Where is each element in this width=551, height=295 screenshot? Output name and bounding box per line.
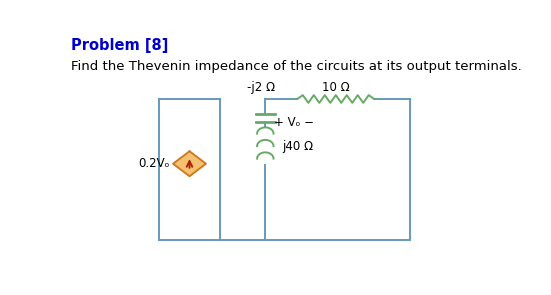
Text: + Vₒ −: + Vₒ −	[274, 116, 314, 129]
Text: 10 Ω: 10 Ω	[322, 81, 350, 94]
Text: Problem [8]: Problem [8]	[71, 38, 169, 53]
Text: Find the Thevenin impedance of the circuits at its output terminals.: Find the Thevenin impedance of the circu…	[71, 60, 522, 73]
Polygon shape	[173, 151, 206, 176]
Text: -j2 Ω: -j2 Ω	[247, 81, 275, 94]
Text: j40 Ω: j40 Ω	[283, 140, 314, 153]
Text: 0.2Vₒ: 0.2Vₒ	[138, 157, 170, 170]
